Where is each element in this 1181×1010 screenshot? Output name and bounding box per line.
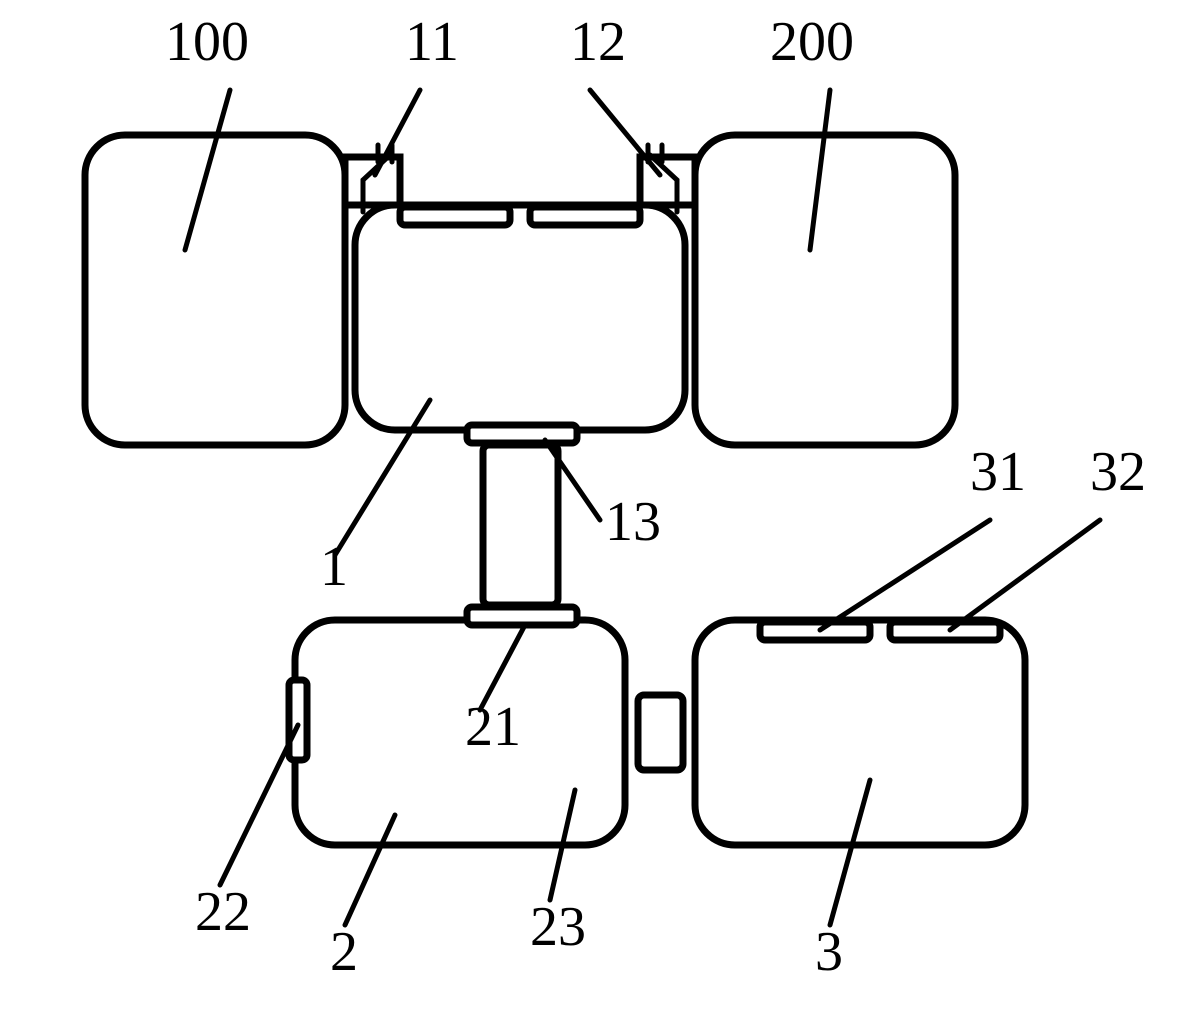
slot-11 bbox=[400, 207, 510, 225]
leader-31 bbox=[820, 520, 990, 630]
box-200 bbox=[695, 135, 955, 445]
slot-21 bbox=[467, 607, 577, 625]
label-31: 31 bbox=[970, 441, 1026, 503]
connector-1-2 bbox=[483, 445, 558, 605]
slot-32 bbox=[890, 622, 1000, 640]
slot-31 bbox=[760, 622, 870, 640]
label-13: 13 bbox=[605, 491, 661, 553]
leader-22 bbox=[220, 725, 298, 885]
label-3: 3 bbox=[815, 921, 843, 983]
label-12: 12 bbox=[570, 11, 626, 73]
label-21: 21 bbox=[465, 696, 521, 758]
slot-12 bbox=[530, 207, 640, 225]
box-2 bbox=[295, 620, 625, 845]
label-1: 1 bbox=[320, 536, 348, 598]
box-100 bbox=[85, 135, 345, 445]
slot-13 bbox=[467, 425, 577, 443]
label-23: 23 bbox=[530, 896, 586, 958]
label-11: 11 bbox=[405, 11, 459, 73]
label-100: 100 bbox=[165, 11, 249, 73]
label-2: 2 bbox=[330, 921, 358, 983]
label-200: 200 bbox=[770, 11, 854, 73]
label-32: 32 bbox=[1090, 441, 1146, 503]
box-1 bbox=[355, 205, 685, 430]
label-22: 22 bbox=[195, 881, 251, 943]
leader-32 bbox=[950, 520, 1100, 630]
connector-2-3 bbox=[638, 695, 683, 770]
leader-12 bbox=[590, 90, 660, 175]
slot-22 bbox=[289, 680, 307, 760]
